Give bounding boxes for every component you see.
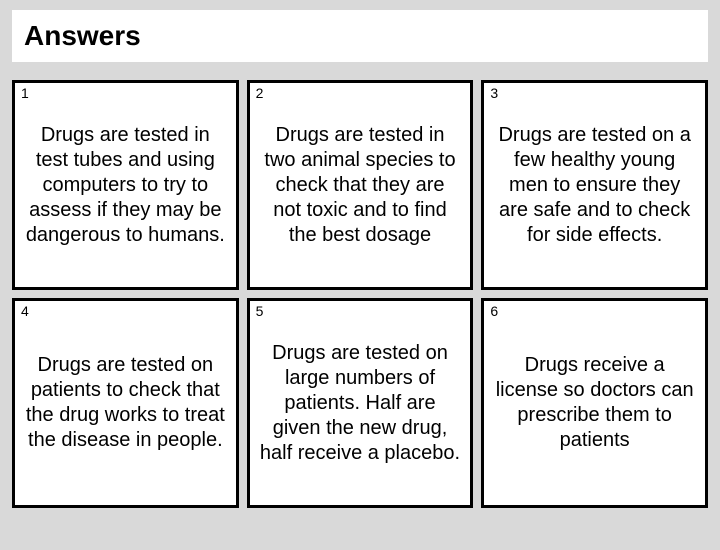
header-bar: Answers: [12, 10, 708, 62]
answer-cell: 2 Drugs are tested in two animal species…: [247, 80, 474, 290]
cell-number: 5: [256, 303, 264, 319]
cell-number: 6: [490, 303, 498, 319]
cell-text: Drugs are tested on a few healthy young …: [494, 123, 695, 248]
answer-cell: 6 Drugs receive a license so doctors can…: [481, 298, 708, 508]
answer-cell: 4 Drugs are tested on patients to check …: [12, 298, 239, 508]
answer-cell: 5 Drugs are tested on large numbers of p…: [247, 298, 474, 508]
cell-number: 3: [490, 85, 498, 101]
cell-text: Drugs are tested in two animal species t…: [260, 123, 461, 248]
cell-text: Drugs are tested in test tubes and using…: [25, 123, 226, 248]
cell-text: Drugs are tested on large numbers of pat…: [260, 341, 461, 466]
cell-number: 2: [256, 85, 264, 101]
cell-number: 1: [21, 85, 29, 101]
answer-cell: 1 Drugs are tested in test tubes and usi…: [12, 80, 239, 290]
answer-cell: 3 Drugs are tested on a few healthy youn…: [481, 80, 708, 290]
answers-grid: 1 Drugs are tested in test tubes and usi…: [0, 80, 720, 520]
cell-text: Drugs receive a license so doctors can p…: [494, 353, 695, 453]
page-title: Answers: [24, 20, 696, 52]
cell-text: Drugs are tested on patients to check th…: [25, 353, 226, 453]
cell-number: 4: [21, 303, 29, 319]
